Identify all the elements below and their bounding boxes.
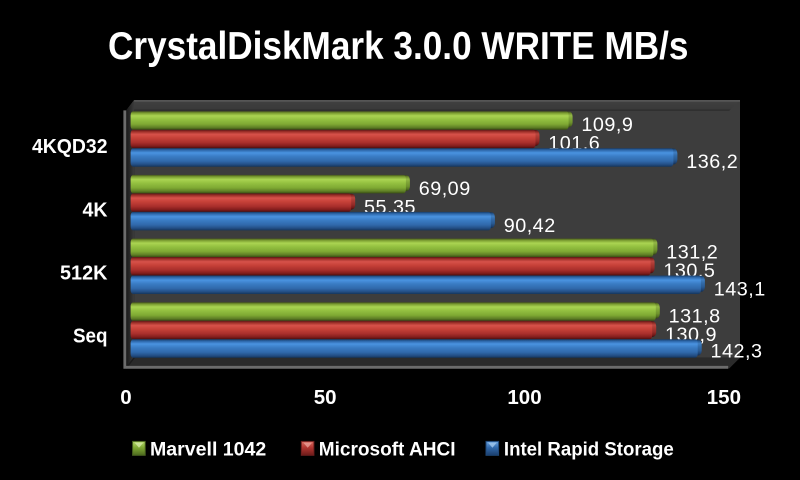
svg-text:143,1: 143,1 — [714, 279, 766, 301]
svg-text:69,09: 69,09 — [419, 178, 471, 200]
svg-text:0: 0 — [120, 386, 131, 409]
svg-text:100: 100 — [507, 386, 541, 409]
svg-text:109,9: 109,9 — [581, 114, 633, 136]
svg-text:4K: 4K — [83, 198, 108, 221]
svg-text:142,3: 142,3 — [711, 341, 763, 363]
svg-text:Seq: Seq — [73, 325, 108, 348]
svg-text:90,42: 90,42 — [504, 215, 556, 237]
svg-text:512K: 512K — [60, 261, 108, 284]
svg-text:CrystalDiskMark 3.0.0 WRITE MB: CrystalDiskMark 3.0.0 WRITE MB/s — [108, 25, 689, 68]
svg-text:Microsoft AHCI: Microsoft AHCI — [319, 440, 456, 461]
svg-text:131,8: 131,8 — [669, 305, 721, 327]
svg-text:131,2: 131,2 — [666, 242, 718, 264]
svg-text:136,2: 136,2 — [686, 151, 738, 173]
svg-text:50: 50 — [314, 386, 337, 409]
svg-text:4KQD32: 4KQD32 — [32, 135, 108, 158]
svg-text:150: 150 — [707, 386, 741, 409]
svg-text:Marvell 1042: Marvell 1042 — [150, 440, 266, 461]
svg-text:Intel Rapid Storage: Intel Rapid Storage — [504, 440, 674, 461]
